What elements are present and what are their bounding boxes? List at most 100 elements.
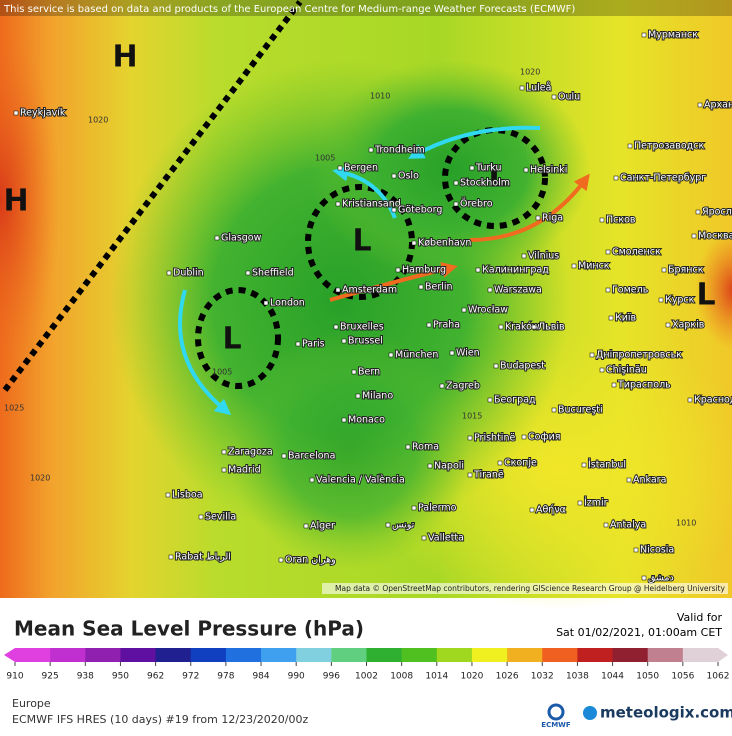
city-label: Reykjavík bbox=[20, 108, 66, 119]
city-marker bbox=[687, 397, 693, 403]
city-label: Wien bbox=[456, 348, 480, 359]
model-run: ECMWF IFS HRES (10 days) #19 from 12/23/… bbox=[12, 713, 308, 726]
city-marker bbox=[453, 180, 459, 186]
city-label: Oran وهران bbox=[285, 555, 336, 566]
city-label: Vilnius bbox=[528, 251, 559, 262]
city-marker bbox=[355, 393, 361, 399]
city-label: Скопје bbox=[504, 458, 537, 469]
brand: meteologix.com bbox=[600, 704, 732, 722]
city-marker bbox=[263, 300, 269, 306]
tick-label: 996 bbox=[323, 672, 340, 682]
pressure-center: L bbox=[222, 322, 241, 357]
city-label: Milano bbox=[362, 391, 393, 402]
city-marker bbox=[641, 575, 647, 581]
isobar-label: 1005 bbox=[315, 154, 335, 163]
city-marker bbox=[385, 522, 391, 528]
tick-label: 1002 bbox=[355, 672, 378, 682]
city-label: Oulu bbox=[558, 92, 580, 103]
city-label: Paris bbox=[302, 339, 325, 350]
city-label: Chişinău bbox=[606, 365, 647, 376]
city-marker bbox=[691, 233, 697, 239]
tick-label: 1038 bbox=[566, 672, 589, 682]
tick-label: 1020 bbox=[460, 672, 483, 682]
city-label: Rabat الرباط bbox=[175, 552, 231, 563]
isobar-label: 1010 bbox=[676, 519, 696, 528]
city-marker bbox=[551, 94, 557, 100]
city-marker bbox=[453, 201, 459, 207]
city-label: Львів bbox=[538, 322, 565, 333]
city-marker bbox=[521, 253, 527, 259]
city-label: Брянск bbox=[668, 265, 704, 276]
city-marker bbox=[411, 505, 417, 511]
city-label: Тирасполь bbox=[617, 380, 671, 391]
city-marker bbox=[335, 201, 341, 207]
city-label: Псков bbox=[606, 215, 636, 226]
city-marker bbox=[166, 270, 172, 276]
city-label: Смоленск bbox=[612, 247, 661, 258]
tick-label: 984 bbox=[252, 672, 269, 682]
city-marker bbox=[551, 407, 557, 413]
city-marker bbox=[391, 173, 397, 179]
city-marker bbox=[665, 322, 671, 328]
city-label: Warszawa bbox=[494, 285, 542, 296]
city-marker bbox=[198, 514, 204, 520]
color-swatch bbox=[190, 648, 227, 662]
tick-label: 1050 bbox=[636, 672, 659, 682]
city-marker bbox=[658, 297, 664, 303]
city-marker bbox=[697, 102, 703, 108]
city-label: Београд bbox=[494, 395, 536, 406]
valid-time: Sat 01/02/2021, 01:00am CET bbox=[556, 626, 722, 639]
city-marker bbox=[695, 209, 701, 215]
city-label: Nicosia bbox=[640, 545, 674, 556]
city-marker bbox=[498, 324, 504, 330]
city-label: Valencia / València bbox=[316, 475, 405, 486]
city-marker bbox=[368, 147, 374, 153]
tick-label: 925 bbox=[42, 672, 59, 682]
city-marker bbox=[221, 449, 227, 455]
legend-title: Mean Sea Level Pressure (hPa) bbox=[14, 617, 364, 641]
city-marker bbox=[278, 557, 284, 563]
city-marker bbox=[418, 284, 424, 290]
color-swatch bbox=[542, 648, 578, 662]
color-swatch bbox=[507, 648, 543, 662]
city-label: München bbox=[395, 350, 438, 361]
city-label: Turku bbox=[475, 163, 502, 174]
isobar-label: 1020 bbox=[520, 68, 540, 77]
city-label: Калининград bbox=[482, 265, 549, 276]
city-marker bbox=[461, 307, 467, 313]
tick-label: 1026 bbox=[496, 672, 519, 682]
isobar-label: 1020 bbox=[88, 116, 108, 125]
city-marker bbox=[599, 367, 605, 373]
color-swatch bbox=[296, 648, 332, 662]
city-label: Berlin bbox=[425, 282, 453, 293]
pressure-center: L bbox=[696, 278, 715, 313]
city-label: Örebro bbox=[460, 199, 493, 210]
city-label: Харків bbox=[672, 320, 705, 331]
city-marker bbox=[214, 235, 220, 241]
city-label: Санкт-Петербург bbox=[620, 173, 706, 184]
city-label: Zagreb bbox=[446, 381, 480, 392]
city-marker bbox=[341, 338, 347, 344]
city-marker bbox=[589, 352, 595, 358]
city-marker bbox=[633, 547, 639, 553]
city-label: Bern bbox=[358, 367, 380, 378]
city-marker bbox=[531, 324, 537, 330]
city-marker bbox=[427, 463, 433, 469]
city-label: Курск bbox=[665, 295, 695, 306]
pressure-center: L bbox=[488, 160, 507, 195]
ecmwf-icon bbox=[547, 703, 565, 721]
city-marker bbox=[661, 267, 667, 273]
city-label: تونس bbox=[392, 520, 415, 531]
city-label: دمشق bbox=[648, 573, 674, 584]
city-marker bbox=[295, 341, 301, 347]
isobar-label: 1005 bbox=[212, 368, 232, 377]
city-label: Helsinki bbox=[530, 165, 567, 176]
city-marker bbox=[469, 165, 475, 171]
city-marker bbox=[351, 369, 357, 375]
city-marker bbox=[626, 477, 632, 483]
city-label: Praha bbox=[433, 320, 460, 331]
city-label: Valletta bbox=[428, 533, 464, 544]
city-marker bbox=[165, 492, 171, 498]
tick-label: 950 bbox=[112, 672, 129, 682]
color-swatch bbox=[50, 648, 86, 662]
